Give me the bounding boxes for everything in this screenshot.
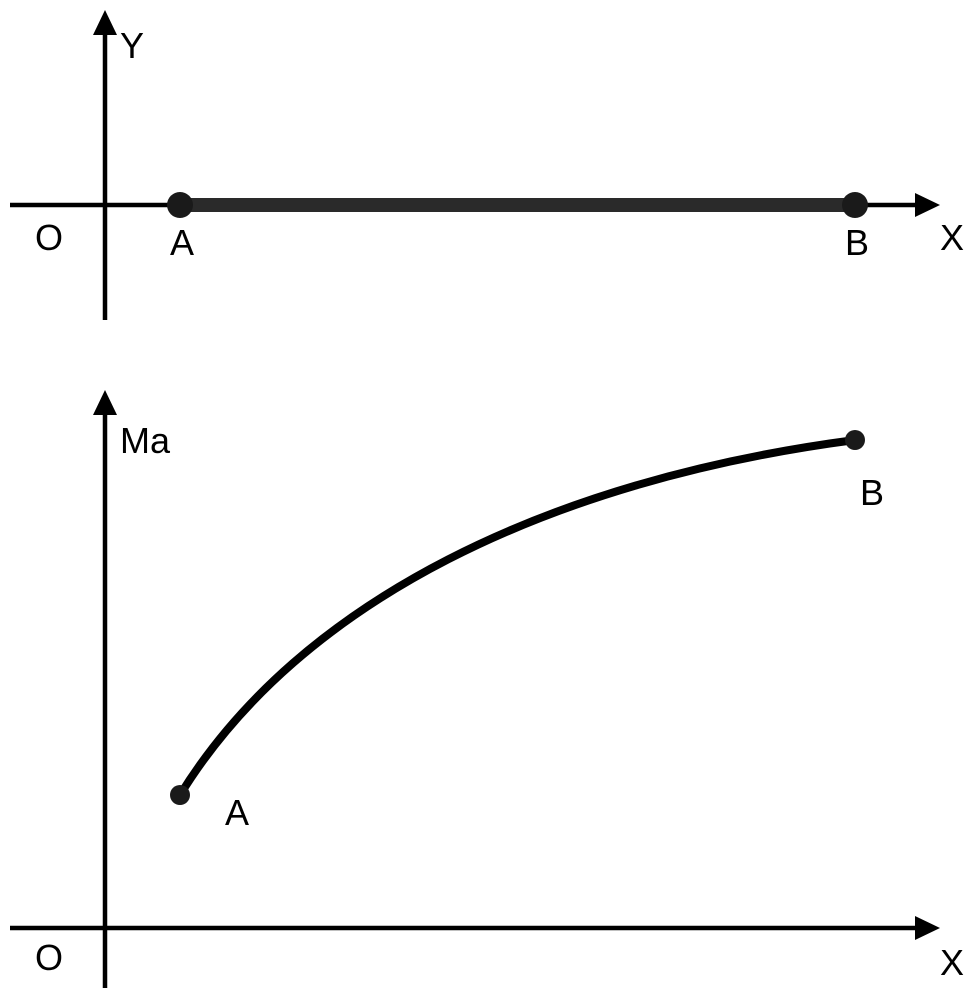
top-y-label: Y [120, 25, 144, 66]
curve-ab [180, 440, 855, 795]
top-x-arrow [915, 193, 940, 217]
bottom-origin-label: O [35, 937, 63, 978]
bottom-y-label: Ma [120, 420, 171, 461]
bottom-point-b-label: B [860, 472, 884, 513]
bottom-point-a-label: A [225, 792, 249, 833]
bottom-plot: O Ma X A B [10, 390, 964, 988]
bottom-y-arrow [93, 390, 117, 415]
bottom-x-label: X [940, 942, 964, 983]
bottom-point-b [845, 430, 865, 450]
top-point-a-label: A [170, 222, 194, 263]
top-point-b-label: B [845, 222, 869, 263]
top-point-b [842, 192, 868, 218]
top-y-arrow [93, 10, 117, 35]
top-point-a [167, 192, 193, 218]
top-origin-label: O [35, 217, 63, 258]
bottom-x-arrow [915, 916, 940, 940]
diagram-container: O Y X A B O Ma X A [0, 0, 976, 997]
diagram-svg: O Y X A B O Ma X A [0, 0, 976, 997]
top-x-label: X [940, 217, 964, 258]
bottom-point-a [170, 785, 190, 805]
top-plot: O Y X A B [10, 10, 964, 320]
